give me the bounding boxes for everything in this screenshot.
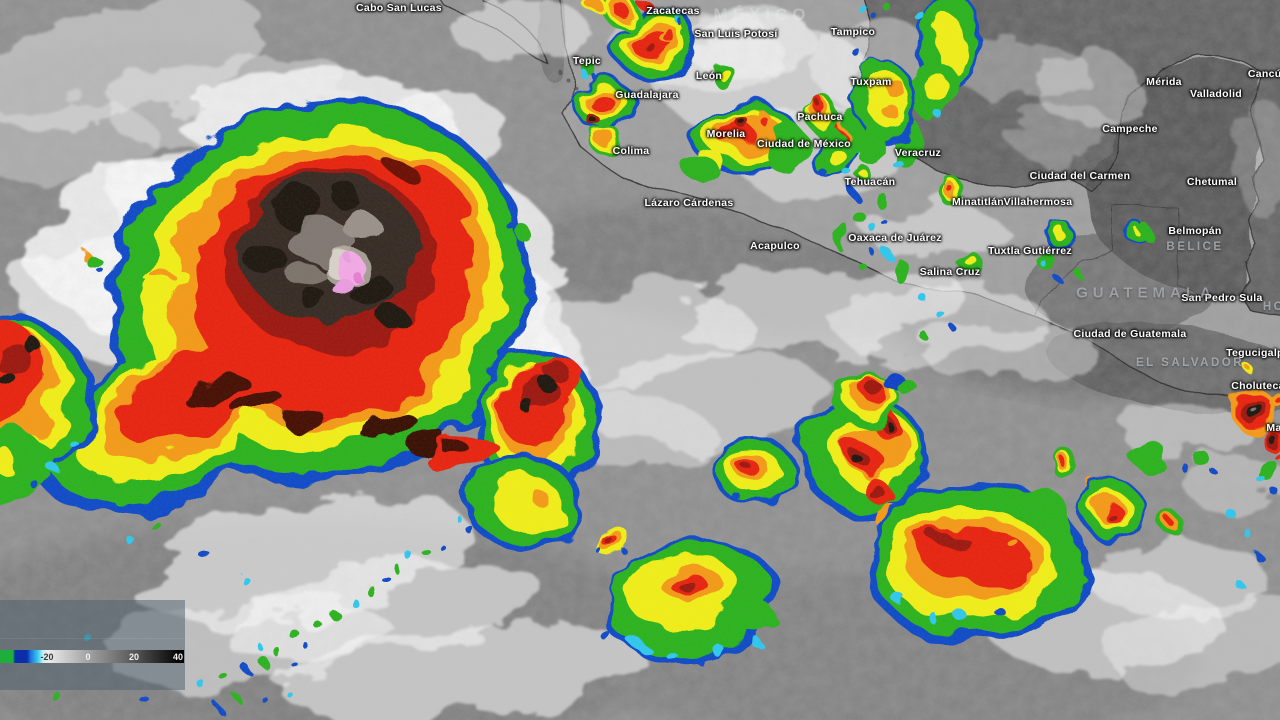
scale-tick-label: -20	[40, 651, 54, 662]
scale-tick-label: 20	[128, 651, 140, 662]
legend-panel-seam	[0, 638, 185, 639]
scale-tick-label: 40	[172, 651, 184, 662]
scale-tick-label: 0	[85, 651, 91, 662]
